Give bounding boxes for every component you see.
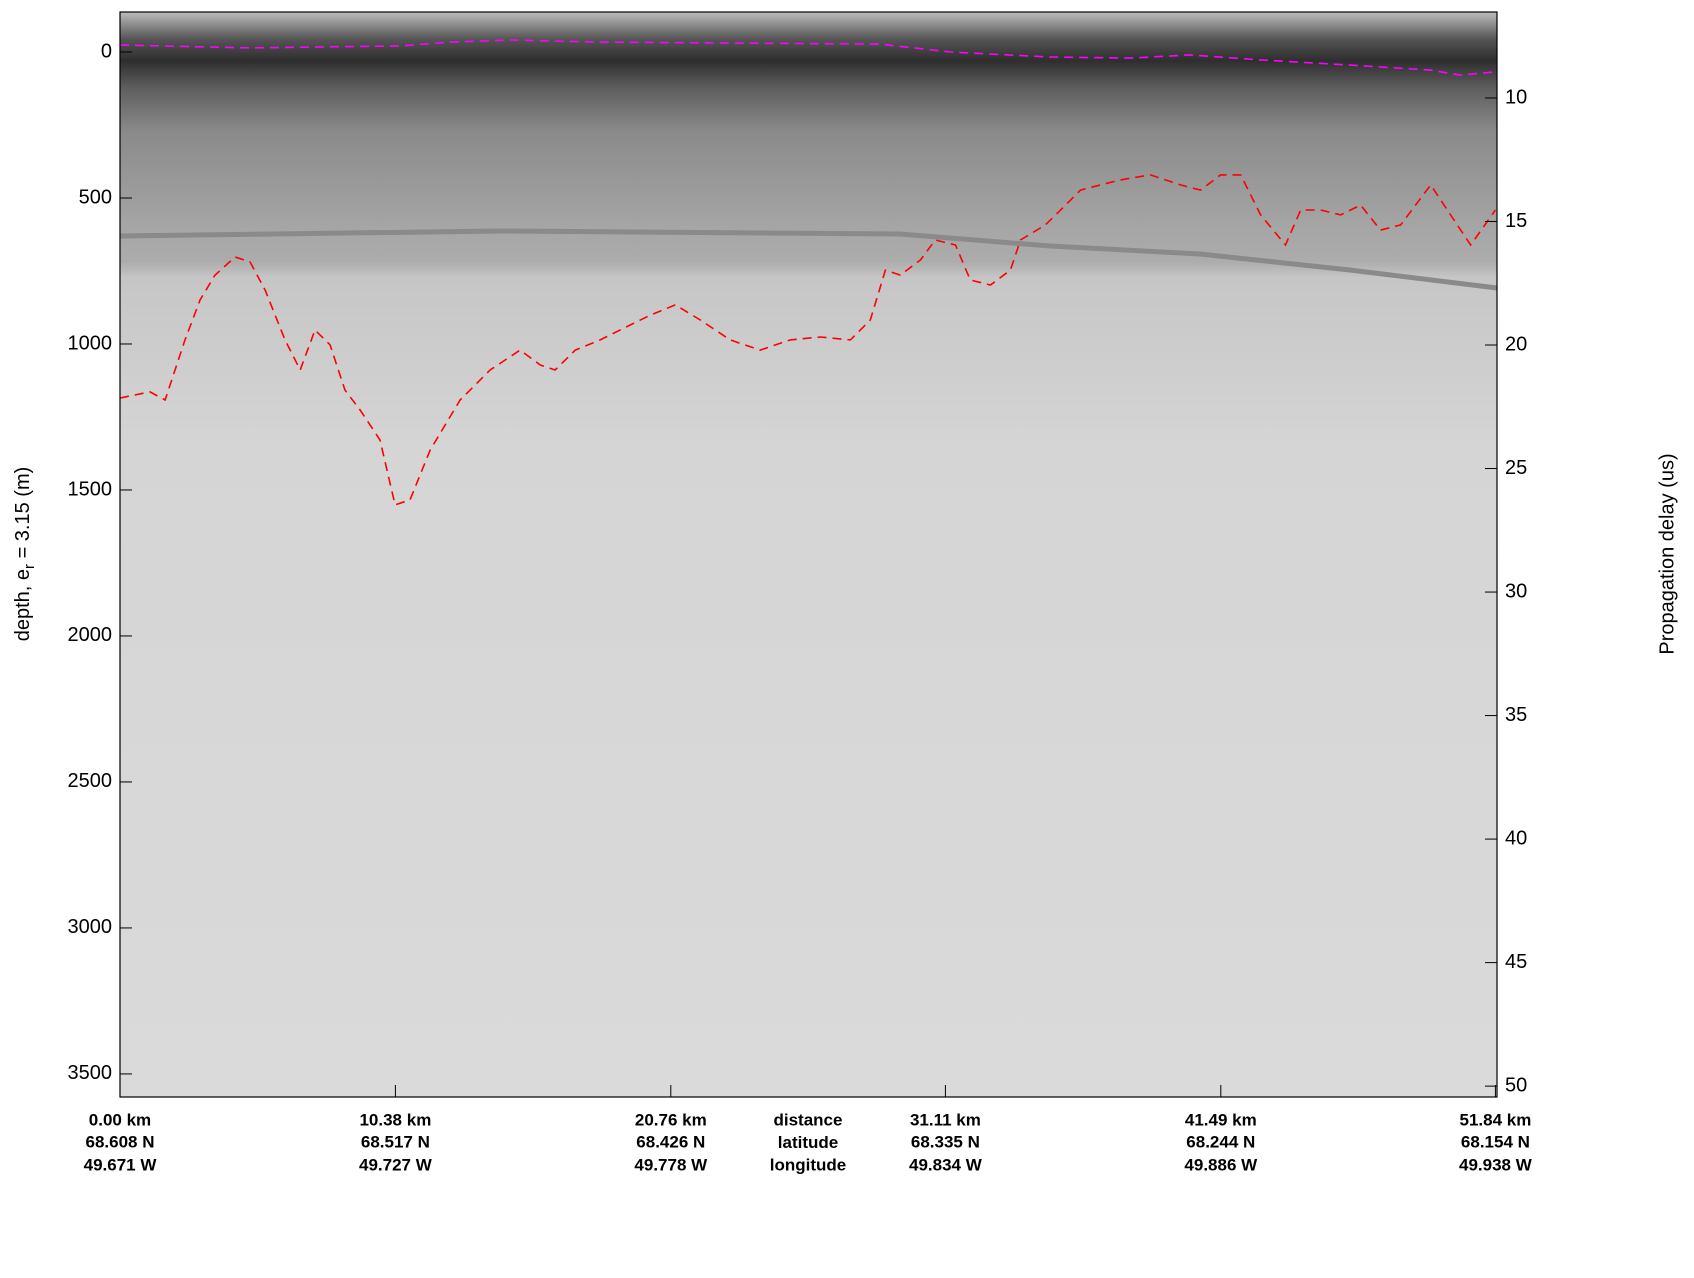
longitude-label: 49.886 W — [1184, 1155, 1258, 1174]
row-label: distance — [774, 1110, 843, 1129]
x-tick-label: 41.49 km — [1185, 1110, 1257, 1129]
y-axis-label: depth, er = 3.15 (m) — [12, 467, 38, 642]
y2-tick-label: 25 — [1505, 457, 1527, 479]
row-label: longitude — [770, 1155, 846, 1174]
latitude-label: 68.154 N — [1461, 1132, 1530, 1151]
x-tick-label: 31.11 km — [910, 1110, 981, 1129]
echogram — [120, 12, 1497, 1097]
latitude-label: 68.517 N — [361, 1132, 430, 1151]
y-tick-label: 2000 — [68, 624, 113, 646]
series-line — [119, 174, 1497, 506]
latitude-label: 68.608 N — [86, 1132, 155, 1151]
y2-tick-label: 45 — [1505, 951, 1527, 973]
y2-tick-label: 35 — [1505, 704, 1527, 726]
longitude-label: 49.671 W — [84, 1155, 158, 1174]
y-tick-label: 3500 — [68, 1062, 113, 1084]
x-tick-label: 0.00 km — [89, 1110, 151, 1129]
y2-tick-label: 20 — [1505, 333, 1527, 355]
y2-tick-label: 50 — [1505, 1074, 1527, 1096]
y-tick-label: 3000 — [68, 916, 113, 938]
y-label-sub: r — [21, 564, 38, 569]
y-tick-label: 1500 — [68, 478, 113, 500]
axes-box — [119, 11, 1498, 1098]
series-line — [119, 39, 1496, 76]
x-tick-label: 10.38 km — [359, 1110, 431, 1129]
row-label: latitude — [778, 1133, 838, 1152]
y2-tick-label: 10 — [1505, 86, 1527, 108]
y-tick-label: 1000 — [68, 332, 113, 354]
latitude-label: 68.426 N — [636, 1132, 705, 1151]
y-label-text: depth, e — [12, 569, 34, 641]
y2-tick-label: 40 — [1505, 827, 1527, 849]
longitude-label: 49.834 W — [909, 1155, 983, 1174]
x-tick-label: 51.84 km — [1459, 1110, 1531, 1129]
y-tick-label: 500 — [79, 186, 112, 208]
longitude-label: 49.938 W — [1459, 1155, 1533, 1174]
y2-tick-label: 30 — [1505, 580, 1527, 602]
latitude-label: 68.335 N — [911, 1132, 980, 1151]
plot-area — [119, 39, 1497, 506]
longitude-label: 49.727 W — [359, 1155, 433, 1174]
y2-axis-label: Propagation delay (us) — [1656, 453, 1678, 654]
y2-tick-label: 15 — [1505, 210, 1527, 232]
y-tick-label: 2500 — [68, 770, 113, 792]
longitude-label: 49.778 W — [634, 1155, 708, 1174]
y-tick-label: 0 — [101, 40, 112, 62]
x-tick-label: 20.76 km — [635, 1110, 707, 1129]
y-label-rest: = 3.15 (m) — [12, 467, 34, 564]
internal-layer — [119, 228, 1498, 291]
latitude-label: 68.244 N — [1186, 1132, 1255, 1151]
